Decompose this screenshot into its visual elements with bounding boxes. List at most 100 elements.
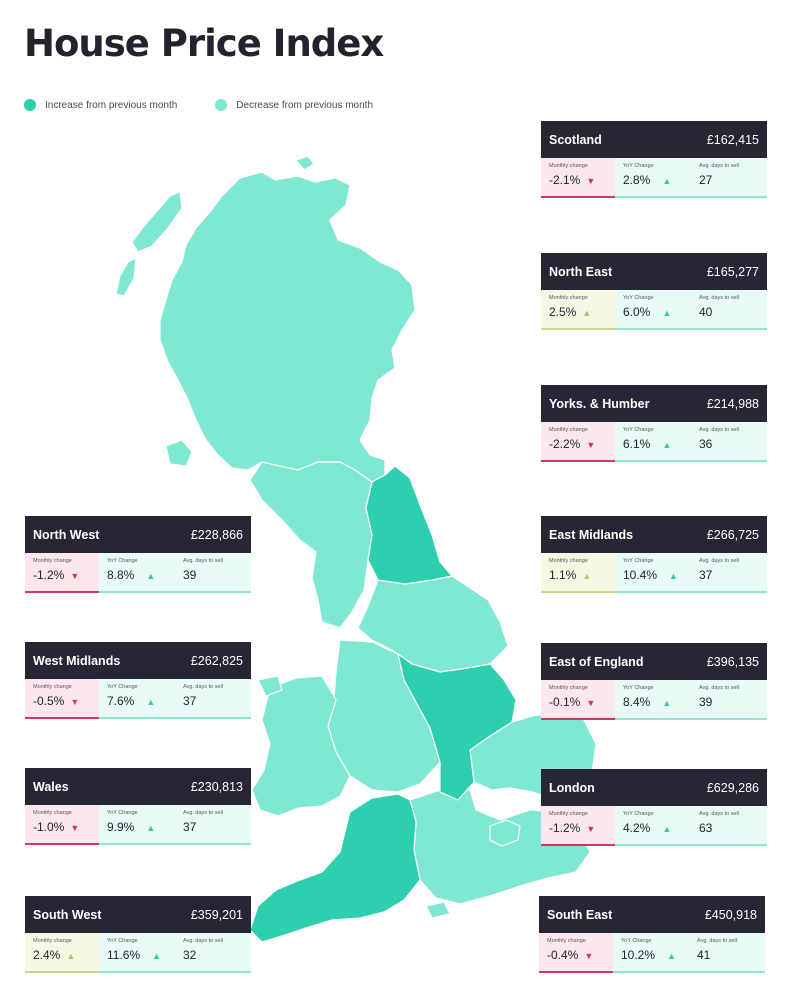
region-name: Yorks. & Humber bbox=[549, 396, 650, 411]
yoy-label: YoY Change bbox=[623, 427, 654, 433]
region-north-east[interactable] bbox=[365, 465, 453, 585]
region-card[interactable]: South West £359,201 Monthly change 2.4% ▲… bbox=[25, 896, 251, 973]
down-arrow-icon: ▼ bbox=[586, 698, 596, 708]
region-hebrides bbox=[131, 191, 183, 253]
up-arrow-icon: ▲ bbox=[66, 951, 76, 961]
region-name: London bbox=[549, 780, 595, 795]
days-value: 36 bbox=[699, 437, 713, 451]
up-arrow-icon: ▲ bbox=[662, 176, 672, 186]
region-isle-of-wight bbox=[425, 901, 451, 919]
monthly-value: -0.4% bbox=[547, 948, 579, 962]
yoy-value: 4.2% bbox=[623, 821, 651, 835]
yoy-value: 8.8% bbox=[107, 568, 135, 582]
region-wales[interactable] bbox=[251, 675, 351, 817]
legend-item-decrease: Decrease from previous month bbox=[215, 99, 373, 111]
days-label: Avg. days to sell bbox=[699, 558, 739, 564]
region-name: North East bbox=[549, 264, 613, 279]
monthly-label: Monthly change bbox=[547, 938, 586, 944]
yoy-label: YoY Change bbox=[623, 295, 654, 301]
monthly-value: 2.5% bbox=[549, 305, 577, 319]
monthly-label: Monthly change bbox=[549, 427, 588, 433]
region-scotland[interactable] bbox=[159, 171, 416, 483]
region-card[interactable]: Yorks. & Humber £214,988 Monthly change … bbox=[541, 385, 767, 462]
days-label: Avg. days to sell bbox=[699, 295, 739, 301]
monthly-value: -1.0% bbox=[33, 820, 65, 834]
region-name: Wales bbox=[33, 779, 69, 794]
down-arrow-icon: ▼ bbox=[70, 823, 80, 833]
region-card[interactable]: North East £165,277 Monthly change 2.5% ▲… bbox=[541, 253, 767, 330]
monthly-label: Monthly change bbox=[33, 810, 72, 816]
days-label: Avg. days to sell bbox=[697, 938, 737, 944]
decrease-swatch-icon bbox=[215, 99, 228, 111]
monthly-value: -0.5% bbox=[33, 694, 65, 708]
region-card[interactable]: South East £450,918 Monthly change -0.4%… bbox=[539, 896, 765, 973]
increase-swatch-icon bbox=[24, 99, 36, 111]
region-london[interactable] bbox=[489, 819, 521, 847]
region-name: East Midlands bbox=[549, 527, 634, 542]
monthly-value: 2.4% bbox=[33, 948, 61, 962]
yoy-value: 9.9% bbox=[107, 820, 135, 834]
region-east-midlands[interactable] bbox=[397, 653, 517, 801]
up-arrow-icon: ▲ bbox=[667, 951, 676, 961]
days-label: Avg. days to sell bbox=[699, 685, 739, 691]
down-arrow-icon: ▼ bbox=[586, 176, 596, 186]
up-arrow-icon: ▲ bbox=[146, 697, 156, 707]
region-south-west[interactable] bbox=[249, 793, 421, 943]
monthly-value: -0.1% bbox=[549, 695, 581, 709]
yoy-value: 11.6% bbox=[107, 948, 141, 962]
region-price: £262,825 bbox=[190, 653, 243, 668]
up-arrow-icon: ▲ bbox=[662, 440, 672, 450]
monthly-label: Monthly change bbox=[549, 558, 588, 564]
monthly-value: 1.1% bbox=[549, 568, 577, 582]
region-price: £629,286 bbox=[706, 780, 759, 795]
up-arrow-icon: ▲ bbox=[669, 571, 678, 581]
monthly-label: Monthly change bbox=[549, 811, 588, 817]
days-value: 37 bbox=[699, 568, 713, 582]
region-card[interactable]: North West £228,866 Monthly change -1.2%… bbox=[25, 516, 251, 593]
region-card[interactable]: East Midlands £266,725 Monthly change 1.… bbox=[541, 516, 767, 593]
yoy-value: 7.6% bbox=[107, 694, 135, 708]
page-title: House Price Index bbox=[24, 22, 384, 65]
days-label: Avg. days to sell bbox=[183, 938, 223, 944]
up-arrow-icon: ▲ bbox=[662, 698, 672, 708]
days-value: 39 bbox=[699, 695, 713, 709]
up-arrow-icon: ▲ bbox=[582, 308, 592, 318]
monthly-label: Monthly change bbox=[549, 685, 588, 691]
region-price: £266,725 bbox=[706, 527, 759, 542]
monthly-label: Monthly change bbox=[33, 684, 72, 690]
yoy-label: YoY Change bbox=[623, 163, 654, 169]
yoy-label: YoY Change bbox=[621, 938, 652, 944]
region-card[interactable]: West Midlands £262,825 Monthly change -0… bbox=[25, 642, 251, 719]
days-label: Avg. days to sell bbox=[183, 558, 223, 564]
yoy-label: YoY Change bbox=[623, 811, 654, 817]
up-arrow-icon: ▲ bbox=[662, 308, 672, 318]
down-arrow-icon: ▼ bbox=[586, 824, 596, 834]
monthly-value: -1.2% bbox=[33, 568, 65, 582]
region-card[interactable]: East of England £396,135 Monthly change … bbox=[541, 643, 767, 720]
region-name: North West bbox=[33, 527, 100, 542]
days-label: Avg. days to sell bbox=[699, 427, 739, 433]
region-name: Scotland bbox=[549, 132, 602, 147]
legend-label: Decrease from previous month bbox=[236, 99, 374, 111]
down-arrow-icon: ▼ bbox=[584, 951, 594, 961]
days-label: Avg. days to sell bbox=[699, 811, 739, 817]
region-card[interactable]: London £629,286 Monthly change -1.2% ▼ Yo… bbox=[541, 769, 767, 846]
down-arrow-icon: ▼ bbox=[70, 571, 80, 581]
region-price: £214,988 bbox=[706, 396, 759, 411]
region-card[interactable]: Wales £230,813 Monthly change -1.0% ▼ YoY… bbox=[25, 768, 251, 845]
region-islands bbox=[295, 155, 315, 171]
region-north-west[interactable] bbox=[249, 461, 373, 629]
days-value: 37 bbox=[183, 820, 197, 834]
yoy-value: 6.1% bbox=[623, 437, 651, 451]
down-arrow-icon: ▼ bbox=[586, 440, 596, 450]
yoy-value: 2.8% bbox=[623, 173, 651, 187]
yoy-label: YoY Change bbox=[107, 684, 138, 690]
days-label: Avg. days to sell bbox=[183, 810, 223, 816]
region-hebrides-south bbox=[115, 257, 137, 297]
region-card[interactable]: Scotland £162,415 Monthly change -2.1% ▼ … bbox=[541, 121, 767, 198]
yoy-value: 6.0% bbox=[623, 305, 651, 319]
monthly-label: Monthly change bbox=[33, 938, 72, 944]
region-price: £162,415 bbox=[706, 132, 759, 147]
up-arrow-icon: ▲ bbox=[152, 951, 162, 961]
yoy-label: YoY Change bbox=[107, 938, 138, 944]
